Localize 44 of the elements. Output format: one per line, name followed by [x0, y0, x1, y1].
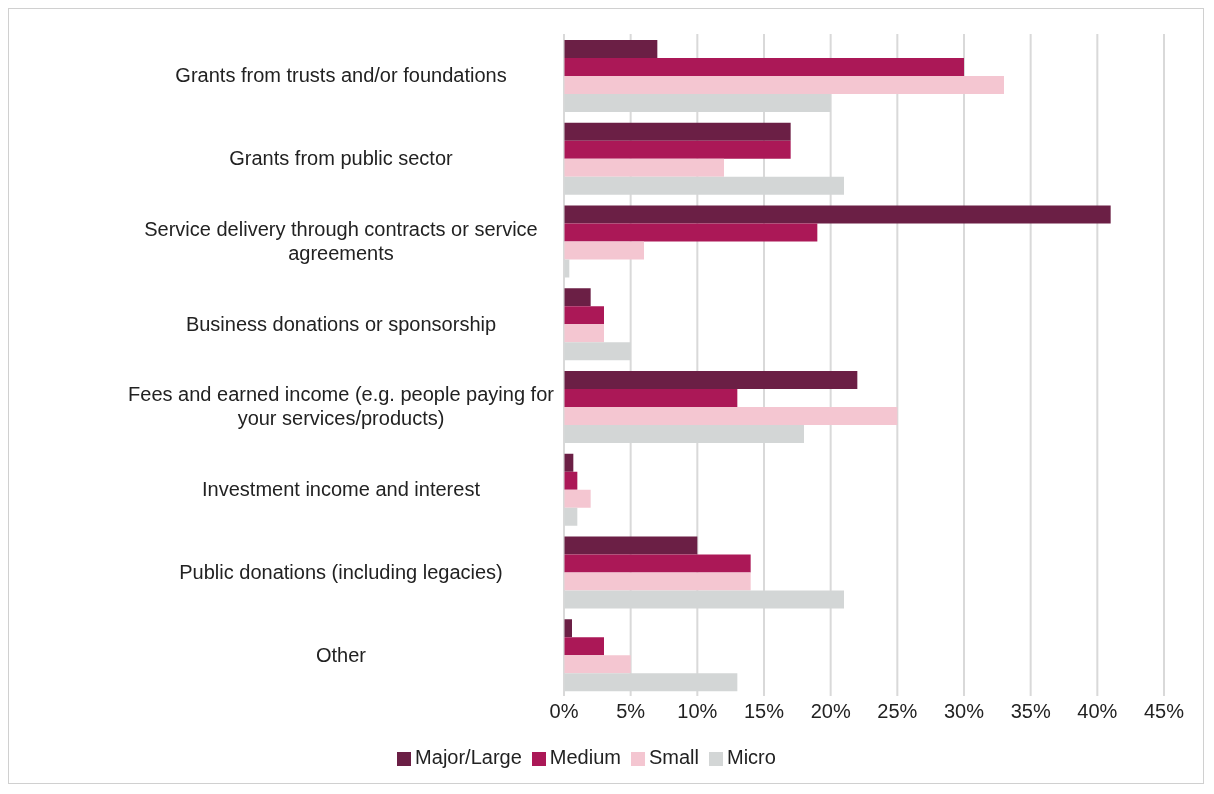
x-tick-label: 5% — [616, 700, 646, 723]
x-tick-label: 35% — [1010, 700, 1051, 723]
bar — [564, 288, 591, 307]
bar — [564, 489, 591, 508]
y-tick-label: Fees and earned income (e.g. people paying for your services/products) — [128, 383, 555, 430]
y-tick-label: Service delivery through contracts or service agreements — [144, 217, 538, 264]
bar — [564, 306, 604, 325]
bar — [564, 389, 738, 407]
y-tick-label: Grants from trusts and/or foundations — [175, 64, 507, 87]
bar — [564, 637, 604, 656]
bar — [564, 122, 791, 141]
y-tick-label: Investment income and interest — [202, 478, 481, 501]
bar — [564, 140, 791, 159]
x-tick-label: 25% — [877, 700, 918, 723]
bar — [564, 471, 578, 490]
bar — [564, 554, 751, 573]
bar — [564, 58, 964, 76]
bar — [564, 223, 818, 242]
bar — [564, 205, 1111, 224]
legend-label: Micro — [726, 746, 776, 768]
bar — [564, 76, 1004, 94]
bar — [564, 407, 898, 425]
x-tick-label: 20% — [810, 700, 851, 723]
bar — [564, 241, 644, 260]
bar — [564, 40, 658, 58]
legend-label: Small — [648, 746, 699, 768]
bar — [564, 655, 631, 674]
bar — [564, 371, 858, 389]
bar — [564, 572, 751, 591]
x-tick-label: 40% — [1077, 700, 1118, 723]
x-tick-label: 0% — [549, 700, 579, 723]
bar — [564, 158, 724, 177]
bar — [564, 536, 698, 555]
x-tick-label: 30% — [943, 700, 985, 723]
y-tick-label: Other — [315, 643, 367, 666]
y-tick-label: Business donations or sponsorship — [185, 312, 497, 335]
bar — [564, 324, 604, 343]
x-tick-label: 45% — [1143, 700, 1185, 723]
legend-label: Medium — [549, 746, 621, 768]
x-tick-label: 15% — [743, 700, 785, 723]
legend-label: Major/Large — [415, 746, 522, 768]
y-tick-label: Public donations (including legacies) — [179, 560, 503, 583]
x-tick-label: 10% — [677, 700, 718, 723]
y-tick-label: Grants from public sector — [229, 147, 454, 170]
